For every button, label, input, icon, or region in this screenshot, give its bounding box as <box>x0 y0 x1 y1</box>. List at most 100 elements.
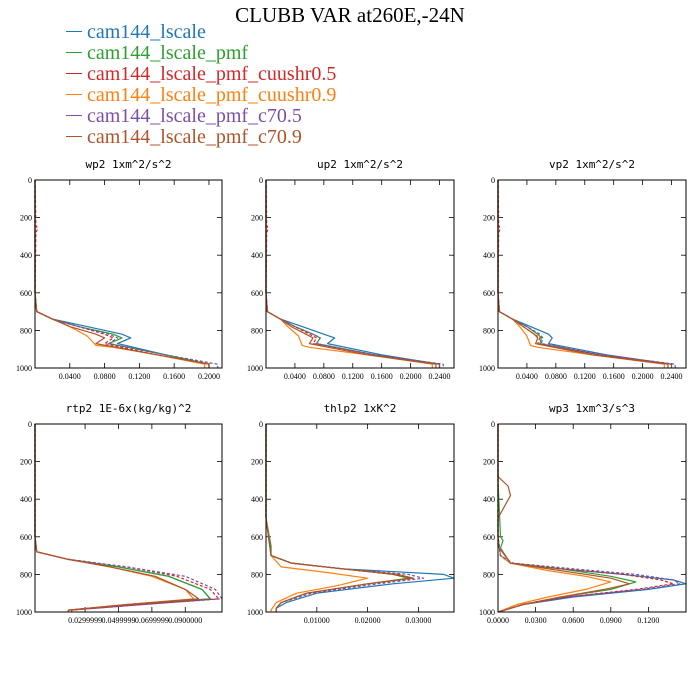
y-tick-label: 0 <box>491 176 495 185</box>
legend-entry: cam144_lscale <box>66 22 336 43</box>
panel-2: up2 1xm^2/s^2 0 200 400 600 800 1000 0.0400 0.08… <box>247 158 455 381</box>
series-line-6 <box>497 180 669 368</box>
x-tick-label: 0.0400 <box>516 372 538 381</box>
legend-entry: cam144_lscale_pmf_c70.9 <box>66 127 336 148</box>
series-line-6 <box>34 180 210 368</box>
x-tick-label: 0.2400 <box>429 372 451 381</box>
plot-frame <box>265 423 455 613</box>
y-tick-label: 400 <box>251 251 263 260</box>
figure-title: CLUBB VAR at260E,-24N <box>235 3 465 27</box>
plot-frame <box>497 179 687 369</box>
x-tick-label: 0.0300 <box>525 616 547 625</box>
legend-label: cam144_lscale_pmf_c70.5 <box>87 105 302 127</box>
series-line-2 <box>497 180 673 368</box>
legend: cam144_lscale cam144_lscale_pmf cam144_lsc… <box>66 22 336 148</box>
panel-4: rtp2 1E-6x(kg/kg)^2 0 200 400 600 800 1000 0.02… <box>16 402 223 625</box>
y-tick-label: 400 <box>483 495 495 504</box>
x-tick-label: 0.1600 <box>603 372 625 381</box>
series-line-5 <box>34 424 223 612</box>
panel-title: up2 1xm^2/s^2 <box>317 158 403 171</box>
y-tick-label: 0 <box>259 420 263 429</box>
y-tick-label: 1000 <box>16 608 32 617</box>
series-line-1 <box>497 180 673 368</box>
y-tick-label: 800 <box>483 570 495 579</box>
y-tick-label: 400 <box>20 495 32 504</box>
legend-label: cam144_lscale_pmf_c70.9 <box>87 126 302 148</box>
panel-3: vp2 1xm^2/s^2 0 200 400 600 800 1000 0.0400 0.08… <box>479 158 687 381</box>
legend-swatch <box>66 72 82 74</box>
x-tick-label: 0.1200 <box>128 372 150 381</box>
x-tick-label: 0.0400 <box>284 372 306 381</box>
y-tick-label: 0 <box>491 420 495 429</box>
x-tick-label: 0.1200 <box>637 616 659 625</box>
legend-swatch <box>66 30 82 32</box>
y-tick-label: 200 <box>483 214 495 223</box>
y-tick-label: 1000 <box>479 608 495 617</box>
series-line-2 <box>265 424 409 612</box>
x-tick-label: 0.1200 <box>342 372 364 381</box>
legend-label: cam144_lscale_pmf_cuushr0.9 <box>87 84 337 106</box>
y-tick-label: 0 <box>28 176 32 185</box>
x-tick-label: 0.0000 <box>487 616 509 625</box>
legend-swatch <box>66 135 82 137</box>
x-tick-label: 0.1200 <box>574 372 596 381</box>
y-tick-label: 1000 <box>479 364 495 373</box>
series-line-2 <box>34 180 210 368</box>
y-tick-label: 1000 <box>16 364 32 373</box>
series-line-3 <box>34 424 220 612</box>
x-tick-label: 0.1600 <box>163 372 185 381</box>
legend-swatch <box>66 93 82 95</box>
x-tick-label: 0.0499999 <box>101 616 135 625</box>
legend-entry: cam144_lscale_pmf_cuushr0.5 <box>66 64 336 85</box>
panel-title: vp2 1xm^2/s^2 <box>549 158 635 171</box>
y-tick-label: 800 <box>20 326 32 335</box>
legend-swatch <box>66 114 82 116</box>
y-tick-label: 800 <box>20 570 32 579</box>
panel-1: wp2 1xm^2/s^2 0 200 400 600 800 1000 0.0400 0.08… <box>16 158 223 381</box>
series-line-4 <box>265 424 369 612</box>
series-line-1 <box>497 424 687 613</box>
series-line-3 <box>34 179 210 368</box>
series-line-5 <box>265 180 444 368</box>
x-tick-label: 0.2000 <box>632 372 654 381</box>
series-line-6 <box>497 424 631 613</box>
series-line-1 <box>34 424 211 612</box>
x-tick-label: 0.0900000 <box>168 616 202 625</box>
legend-entry: cam144_lscale_pmf <box>66 43 336 64</box>
series-line-4 <box>497 424 612 613</box>
series-line-5 <box>497 180 676 368</box>
legend-label: cam144_lscale <box>87 21 206 43</box>
series-line-4 <box>34 180 206 368</box>
y-tick-label: 600 <box>251 289 263 298</box>
y-tick-label: 1000 <box>247 608 263 617</box>
legend-swatch <box>66 51 82 53</box>
series-line-3 <box>497 179 673 368</box>
series-line-2 <box>265 180 441 368</box>
x-tick-label: 0.2400 <box>661 372 683 381</box>
y-tick-label: 400 <box>251 495 263 504</box>
y-tick-label: 800 <box>251 570 263 579</box>
series-line-6 <box>34 424 200 612</box>
legend-label: cam144_lscale_pmf_cuushr0.5 <box>87 63 337 85</box>
series-line-5 <box>497 424 681 613</box>
series-line-6 <box>265 180 437 368</box>
x-tick-label: 0.0800 <box>94 372 116 381</box>
series-line-1 <box>34 180 210 368</box>
y-tick-label: 200 <box>483 458 495 467</box>
x-tick-label: 0.01000 <box>304 616 330 625</box>
y-tick-label: 400 <box>20 251 32 260</box>
x-tick-label: 0.0900 <box>600 616 622 625</box>
y-tick-label: 800 <box>251 326 263 335</box>
x-tick-label: 0.0699999 <box>135 616 169 625</box>
x-tick-label: 0.0800 <box>545 372 567 381</box>
legend-entry: cam144_lscale_pmf_c70.5 <box>66 106 336 127</box>
plot-frame <box>34 423 223 613</box>
y-tick-label: 600 <box>483 289 495 298</box>
series-line-2 <box>34 424 211 612</box>
series-line-3 <box>265 179 441 368</box>
y-tick-label: 200 <box>20 458 32 467</box>
x-tick-label: 0.03000 <box>405 616 431 625</box>
y-tick-label: 600 <box>20 533 32 542</box>
